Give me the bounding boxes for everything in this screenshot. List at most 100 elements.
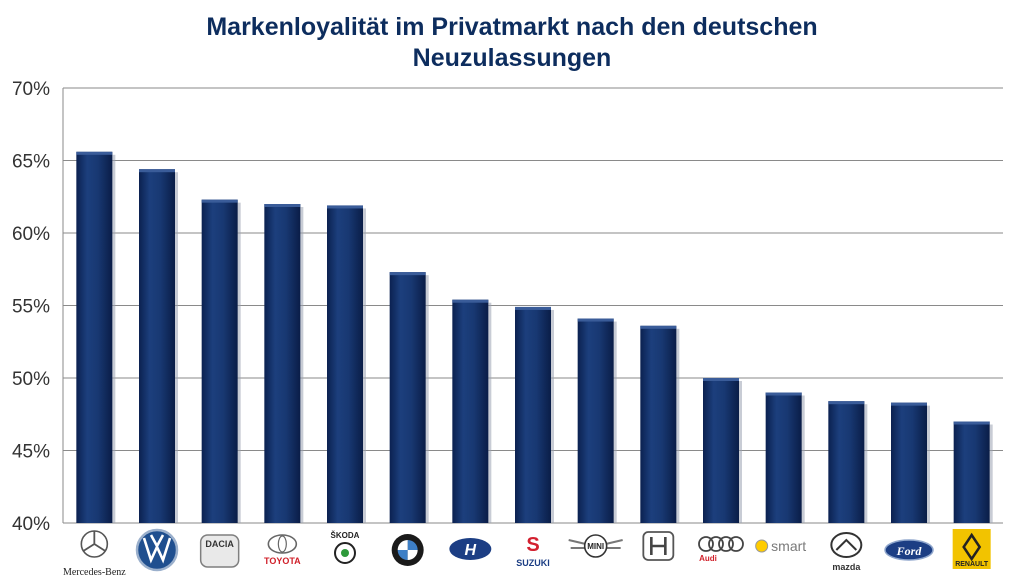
bar-top-highlight (577, 318, 614, 322)
bar (139, 169, 175, 523)
mini-logo-icon (583, 534, 608, 558)
x-tick-logo-toyota: TOYOTA (264, 534, 301, 566)
y-tick-label: 55% (12, 297, 50, 318)
bar (76, 151, 113, 524)
audi-ring-icon (708, 536, 724, 552)
y-tick-label: 50% (12, 369, 50, 390)
bar (891, 402, 927, 523)
dacia-label: DACIA (205, 539, 234, 549)
bar (327, 205, 363, 523)
bar-top-highlight (201, 199, 238, 203)
bar-top-highlight (828, 401, 865, 405)
y-tick-label: 40% (12, 514, 50, 535)
audi-ring-icon (728, 536, 744, 552)
toyota-logo-icon (267, 534, 298, 554)
x-tick-logo-mercedesbenz: Mercedes-Benz (63, 530, 126, 578)
mini-label: MINI (587, 542, 604, 551)
ford-label: Ford (896, 544, 923, 558)
renault-diamond (962, 532, 982, 562)
bar (389, 272, 426, 523)
x-tick-logo-dacia: DACIA (199, 534, 240, 568)
x-tick-logo-audi: Audi (698, 536, 744, 563)
bar-smart (765, 392, 805, 523)
bar-renault (953, 421, 993, 523)
x-tick-logo-renault: RENAULT (952, 529, 991, 569)
bar-audi (703, 378, 742, 523)
x-tick-logo-volkswagen (135, 528, 179, 572)
y-tick-label: 60% (12, 224, 50, 245)
toyota-label: TOYOTA (264, 556, 301, 566)
chart-title: Markenloyalität im Privatmarkt nach den … (0, 12, 1024, 74)
x-tick-logo-honda (642, 531, 675, 561)
bar (765, 392, 802, 523)
bar-top-highlight (264, 204, 301, 207)
x-tick-logo-mazda: mazda (830, 532, 863, 572)
mazda-label: mazda (832, 562, 861, 572)
bar-mercedesbenz (76, 151, 116, 524)
mazda-wings (835, 538, 858, 551)
bar (640, 325, 677, 523)
bar-ford (891, 402, 930, 523)
audi-ring-icon (718, 536, 734, 552)
chart-title-line-1: Markenloyalität im Privatmarkt nach den … (206, 13, 818, 41)
hyundai-h: H (465, 542, 477, 559)
bar-top-highlight (765, 392, 802, 396)
bar-top-highlight (515, 306, 551, 310)
bar-koda (327, 205, 366, 523)
x-tick-logo-suzuki: S SUZUKI (516, 534, 550, 568)
bar-toyota (264, 204, 304, 523)
bar (264, 204, 301, 523)
skoda-arrow-dot (341, 549, 349, 557)
skoda-label: ŠKODA (331, 531, 360, 540)
chart-title-line-2: Neuzulassungen (412, 44, 612, 72)
mazda-logo-icon (830, 532, 863, 558)
x-tick-logo-mini: MINI (568, 534, 623, 558)
x-tick-logo-ford: Ford (884, 539, 934, 561)
mercedes-star-icon (82, 531, 106, 552)
bar (201, 199, 238, 523)
bar-volkswagen (139, 169, 178, 523)
bar-top-highlight (640, 325, 677, 329)
bar-mini (577, 318, 617, 523)
honda-h (650, 537, 667, 555)
ford-logo-icon (884, 539, 934, 561)
bar (452, 299, 489, 523)
y-tick-label: 45% (12, 442, 50, 463)
renault-label: RENAULT (955, 561, 989, 568)
smart-logo-icon (755, 539, 769, 553)
y-tick-label: 65% (12, 152, 50, 173)
audi-label: Audi (699, 554, 717, 563)
audi-ring-icon (698, 536, 714, 552)
smart-label: smart (771, 538, 806, 554)
bar-suzuki (515, 306, 554, 523)
bmw-white-quadrants (397, 540, 418, 560)
suzuki-label: SUZUKI (516, 558, 550, 568)
y-tick-label: 70% (12, 79, 50, 100)
bar (515, 306, 551, 523)
x-tick-logo-koda: ŠKODA (331, 531, 360, 564)
bar (577, 318, 614, 523)
bar-mazda (828, 401, 868, 523)
bar-top-highlight (953, 421, 990, 425)
bar (953, 421, 990, 523)
bar-bmw (389, 272, 429, 523)
bar-top-highlight (452, 299, 489, 303)
bar-top-highlight (891, 402, 927, 406)
bar-top-highlight (703, 378, 739, 381)
dacia-shield-icon (199, 534, 240, 568)
bar-hyundai (452, 299, 492, 523)
suzuki-logo-icon: S (526, 534, 539, 556)
bar (828, 401, 865, 523)
toyota-inner-oval (277, 535, 287, 553)
bar-dacia (201, 199, 241, 523)
bar (703, 378, 739, 523)
x-tick-logo-bmw (391, 534, 424, 566)
vw-letters (142, 534, 172, 564)
bar-top-highlight (327, 205, 363, 209)
bar-top-highlight (76, 151, 113, 155)
mercedes-label: Mercedes-Benz (63, 567, 126, 578)
bar-honda (640, 325, 680, 523)
bar-top-highlight (139, 169, 175, 173)
bmw-blue-quadrants (397, 540, 418, 560)
